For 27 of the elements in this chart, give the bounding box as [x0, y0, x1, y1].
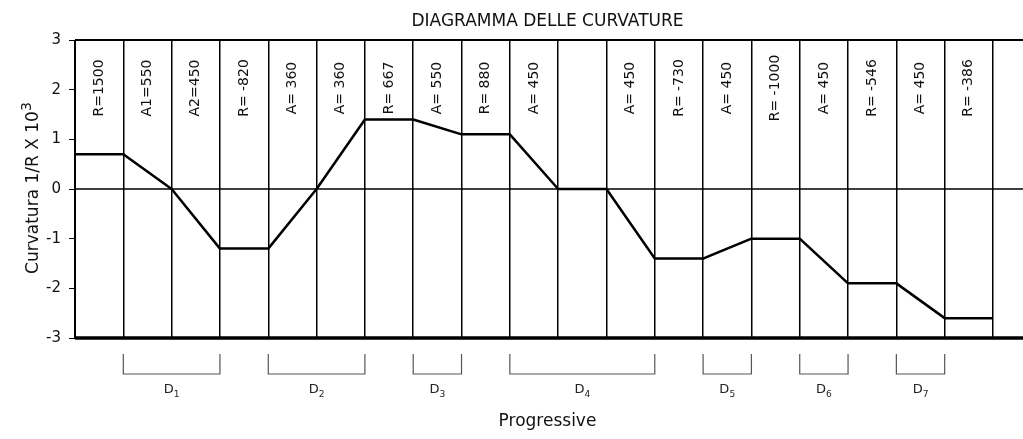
- annotation: R= 880: [476, 61, 493, 115]
- y-tick-label: 2: [51, 79, 61, 98]
- y-tick-label: -3: [46, 327, 61, 346]
- annotation: A= 550: [428, 61, 445, 115]
- annotation: R= 667: [379, 61, 396, 115]
- annotation: R= -386: [959, 59, 976, 117]
- annotation: A= 450: [524, 61, 541, 115]
- annotation: R= -546: [862, 59, 879, 117]
- y-tick-label: 1: [51, 129, 61, 148]
- annotation: A= 450: [621, 61, 638, 115]
- y-tick-label: 0: [51, 178, 61, 197]
- annotation: R= -1000: [766, 54, 783, 122]
- annotation: R= -820: [234, 59, 251, 117]
- annotation: A= 360: [283, 61, 300, 115]
- y-tick-label: -2: [46, 278, 61, 297]
- chart-title: DIAGRAMMA DELLE CURVATURE: [410, 10, 685, 30]
- annotation: A2=450: [186, 59, 203, 117]
- annotation: A= 450: [814, 61, 831, 115]
- annotation: R=1500: [89, 59, 106, 117]
- annotation: R= -730: [669, 59, 686, 117]
- annotation: A= 450: [717, 61, 734, 115]
- y-tick-label: -1: [46, 228, 61, 247]
- x-axis-title: Progressive: [497, 410, 598, 430]
- y-tick-label: 3: [51, 29, 61, 48]
- annotation: A= 360: [331, 61, 348, 115]
- annotation: A1=550: [138, 59, 155, 117]
- annotation: A= 450: [911, 61, 928, 115]
